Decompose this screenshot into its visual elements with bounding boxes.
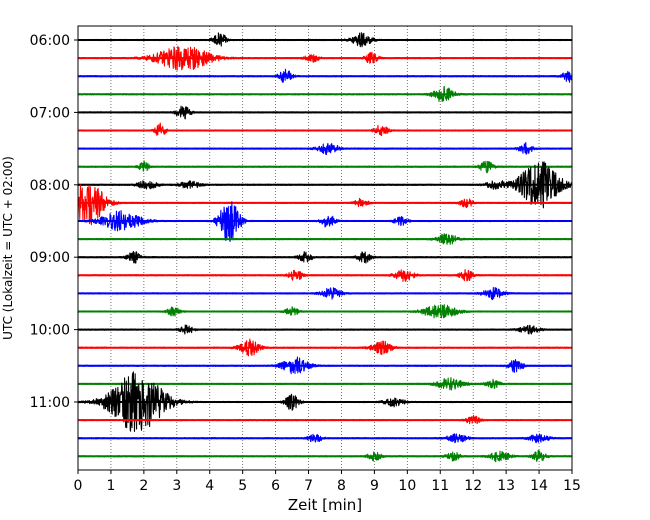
y-tick-label: 08:00	[30, 178, 70, 194]
x-tick-label: 1	[106, 478, 115, 494]
x-axis-ticks: 0 1 2 3 4 5 6 7 8 9 10 11 12 13 14 15	[74, 470, 581, 494]
y-tick-label: 11:00	[30, 395, 70, 411]
x-tick-label: 14	[530, 478, 548, 494]
x-tick-label: 8	[337, 478, 346, 494]
x-tick-label: 6	[271, 478, 280, 494]
x-tick-label: 12	[464, 478, 482, 494]
y-tick-label: 10:00	[30, 323, 70, 339]
x-axis-label: Zeit [min]	[288, 496, 362, 514]
x-tick-label: 11	[431, 478, 449, 494]
x-tick-label: 9	[370, 478, 379, 494]
y-axis-ticks: 06:00 07:00 08:00 09:00 10:00 11:00	[30, 33, 78, 411]
x-tick-label: 0	[74, 478, 83, 494]
x-tick-label: 15	[563, 478, 581, 494]
x-tick-label: 10	[398, 478, 416, 494]
x-tick-label: 4	[205, 478, 214, 494]
plot-frame	[77, 25, 573, 471]
x-tick-label: 5	[238, 478, 247, 494]
plot-background	[78, 26, 572, 470]
trace-group	[77, 32, 573, 463]
y-tick-label: 06:00	[30, 33, 70, 49]
y-axis-label: UTC (Lokalzeit = UTC + 02:00)	[1, 156, 15, 340]
y-tick-label: 07:00	[30, 105, 70, 121]
x-tick-label: 7	[304, 478, 313, 494]
y-tick-label: 09:00	[30, 250, 70, 266]
x-tick-label: 3	[172, 478, 181, 494]
x-tick-label: 2	[139, 478, 148, 494]
x-tick-label: 13	[497, 478, 515, 494]
